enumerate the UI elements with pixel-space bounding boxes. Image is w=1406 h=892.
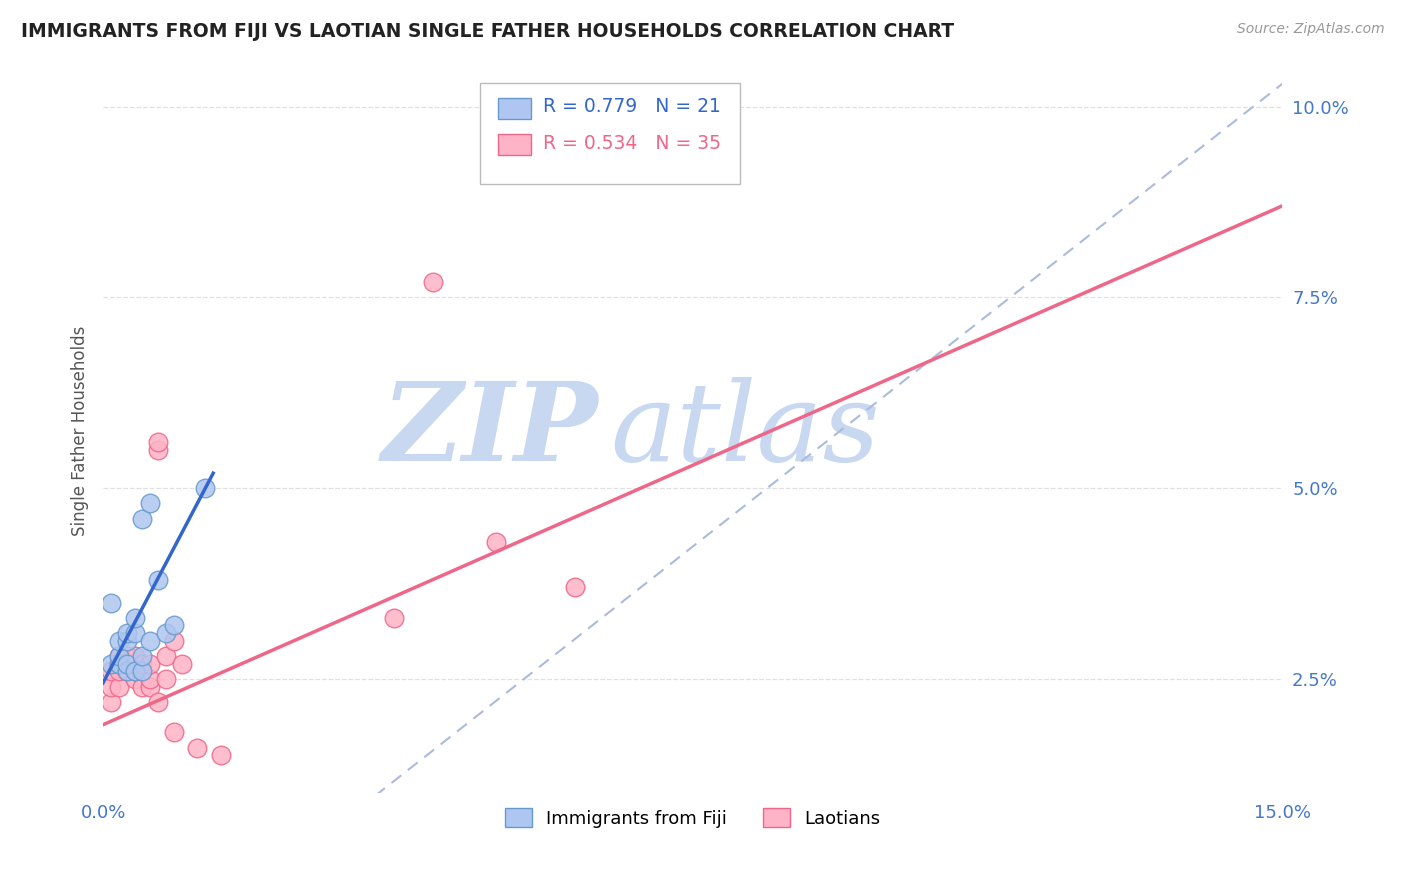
FancyBboxPatch shape: [498, 134, 531, 155]
Point: [100, 657, 122, 671]
Point: [186, 740, 208, 755]
Point: [108, 633, 131, 648]
Point: [682, 153, 704, 167]
Point: [108, 680, 131, 694]
Point: [115, 626, 138, 640]
Point: [115, 657, 138, 671]
Point: [124, 611, 146, 625]
Point: [124, 665, 146, 679]
Point: [131, 665, 153, 679]
Point: [124, 648, 146, 663]
Point: [209, 748, 232, 763]
Point: [139, 680, 162, 694]
Point: [131, 657, 153, 671]
Legend: Immigrants from Fiji, Laotians: Immigrants from Fiji, Laotians: [498, 801, 889, 835]
Point: [422, 275, 444, 289]
Point: [163, 633, 186, 648]
Point: [139, 633, 162, 648]
Point: [564, 580, 586, 594]
Point: [155, 648, 177, 663]
Point: [100, 665, 122, 679]
Point: [194, 481, 217, 495]
Point: [155, 672, 177, 686]
Point: [163, 618, 186, 632]
Point: [131, 511, 153, 525]
Point: [146, 573, 169, 587]
Point: [139, 496, 162, 510]
Point: [100, 680, 122, 694]
Point: [131, 680, 153, 694]
Point: [139, 657, 162, 671]
Point: [115, 665, 138, 679]
Text: ZIP: ZIP: [382, 377, 599, 484]
Point: [100, 695, 122, 709]
Point: [100, 596, 122, 610]
Point: [115, 648, 138, 663]
Point: [146, 435, 169, 450]
Point: [155, 626, 177, 640]
Point: [163, 725, 186, 739]
Point: [115, 657, 138, 671]
Text: Source: ZipAtlas.com: Source: ZipAtlas.com: [1237, 22, 1385, 37]
Point: [115, 657, 138, 671]
Text: atlas: atlas: [610, 377, 880, 484]
Point: [124, 665, 146, 679]
Point: [170, 657, 193, 671]
Point: [108, 657, 131, 671]
Point: [146, 695, 169, 709]
Text: R = 0.534   N = 35: R = 0.534 N = 35: [543, 134, 721, 153]
Point: [139, 672, 162, 686]
Point: [108, 648, 131, 663]
Point: [108, 665, 131, 679]
Point: [131, 648, 153, 663]
Point: [485, 534, 508, 549]
Point: [146, 442, 169, 457]
Point: [124, 672, 146, 686]
Point: [108, 648, 131, 663]
Point: [115, 633, 138, 648]
Y-axis label: Single Father Households: Single Father Households: [72, 326, 89, 536]
FancyBboxPatch shape: [481, 83, 740, 185]
Point: [124, 626, 146, 640]
Point: [108, 657, 131, 671]
Point: [115, 665, 138, 679]
Text: IMMIGRANTS FROM FIJI VS LAOTIAN SINGLE FATHER HOUSEHOLDS CORRELATION CHART: IMMIGRANTS FROM FIJI VS LAOTIAN SINGLE F…: [21, 22, 955, 41]
Text: R = 0.779   N = 21: R = 0.779 N = 21: [543, 97, 721, 117]
Point: [382, 611, 405, 625]
Point: [124, 657, 146, 671]
FancyBboxPatch shape: [498, 97, 531, 120]
